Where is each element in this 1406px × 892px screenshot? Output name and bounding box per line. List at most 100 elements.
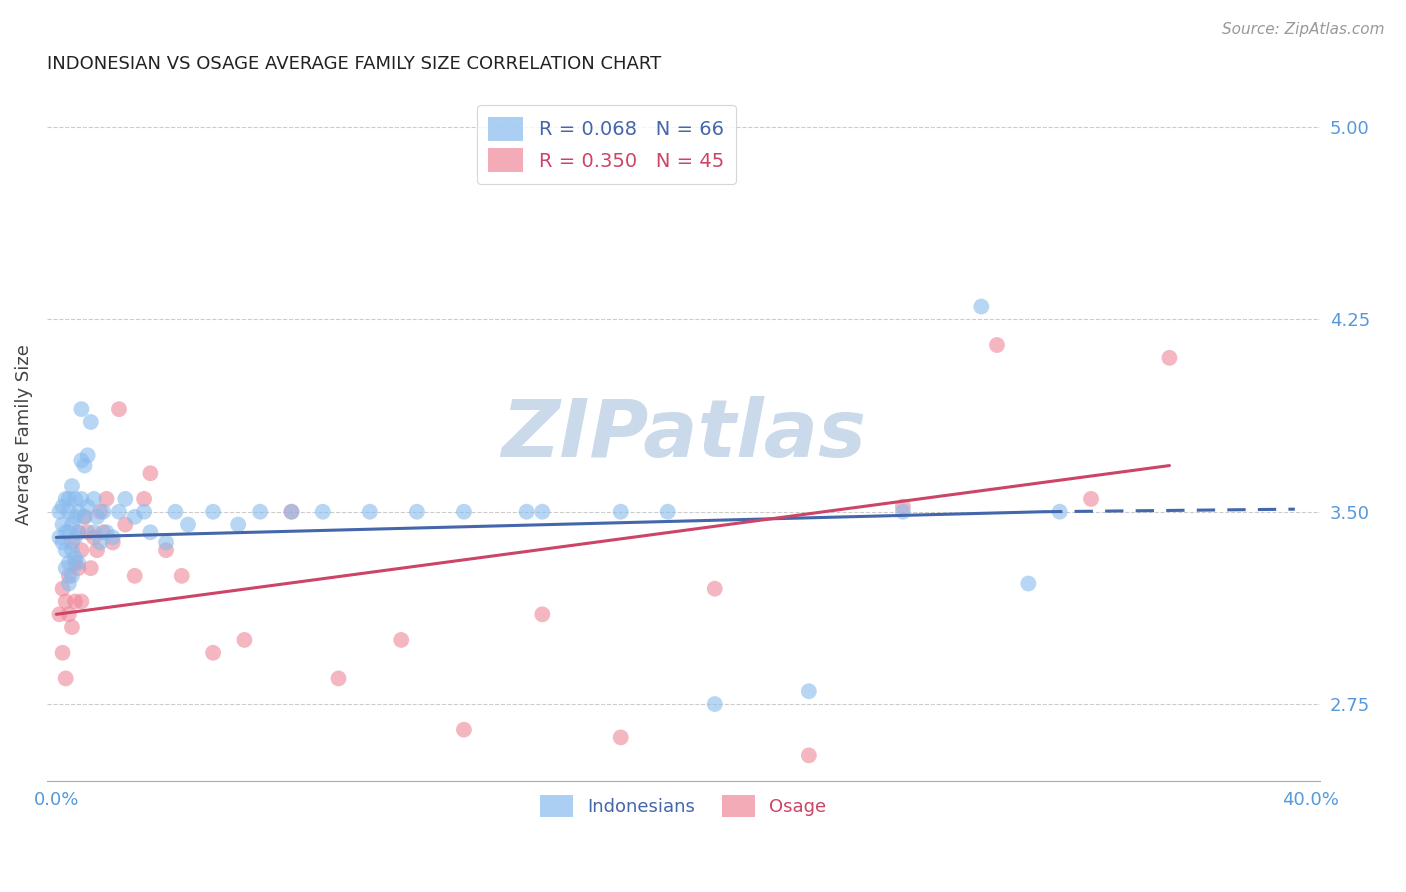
Point [55,594,77,608]
Point [63,491,86,506]
Point [155,543,177,558]
Point [89,505,111,519]
Point [101,535,124,549]
Point [60,479,83,493]
Point [797,748,820,763]
Point [1080,491,1102,506]
Point [58,607,80,622]
Point [101,530,124,544]
Point [58,491,80,506]
Point [48,607,70,622]
Point [55,491,77,506]
Point [67,505,90,519]
Point [60,535,83,549]
Y-axis label: Average Family Size: Average Family Size [15,344,32,525]
Point [80,561,103,575]
Point [51,517,73,532]
Point [73,458,96,473]
Point [73,509,96,524]
Point [60,543,83,558]
Point [76,525,98,540]
Point [51,582,73,596]
Point [63,550,86,565]
Legend: Indonesians, Osage: Indonesians, Osage [533,788,834,824]
Point [48,530,70,544]
Point [67,525,90,540]
Point [108,505,131,519]
Point [165,505,187,519]
Point [891,500,914,514]
Point [703,582,725,596]
Point [83,491,105,506]
Point [48,505,70,519]
Point [226,517,249,532]
Point [67,556,90,570]
Point [359,505,381,519]
Point [531,505,554,519]
Point [55,543,77,558]
Point [83,525,105,540]
Point [51,535,73,549]
Point [80,415,103,429]
Point [51,500,73,514]
Point [233,632,256,647]
Point [83,530,105,544]
Point [70,402,93,417]
Point [703,697,725,711]
Point [1049,505,1071,519]
Point [970,300,993,314]
Point [108,402,131,417]
Point [63,530,86,544]
Point [453,723,475,737]
Point [280,505,302,519]
Point [60,569,83,583]
Point [63,556,86,570]
Point [531,607,554,622]
Point [86,543,108,558]
Point [177,517,200,532]
Point [67,561,90,575]
Point [114,517,136,532]
Point [91,525,114,540]
Point [249,505,271,519]
Text: Source: ZipAtlas.com: Source: ZipAtlas.com [1222,22,1385,37]
Point [170,569,193,583]
Point [155,535,177,549]
Point [139,525,162,540]
Point [70,594,93,608]
Point [58,569,80,583]
Point [516,505,538,519]
Point [328,672,350,686]
Point [70,491,93,506]
Point [609,731,631,745]
Point [55,561,77,575]
Point [89,535,111,549]
Point [406,505,429,519]
Point [55,672,77,686]
Point [389,632,412,647]
Point [114,491,136,506]
Point [609,505,631,519]
Point [58,525,80,540]
Point [63,594,86,608]
Point [86,509,108,524]
Point [76,500,98,514]
Point [657,505,679,519]
Point [891,505,914,519]
Point [132,491,155,506]
Point [986,338,1008,352]
Point [202,505,225,519]
Point [63,509,86,524]
Point [51,646,73,660]
Point [96,491,118,506]
Point [124,509,146,524]
Point [76,448,98,462]
Point [1017,576,1039,591]
Point [67,525,90,540]
Point [132,505,155,519]
Point [58,505,80,519]
Point [280,505,302,519]
Point [58,556,80,570]
Point [312,505,335,519]
Point [91,505,114,519]
